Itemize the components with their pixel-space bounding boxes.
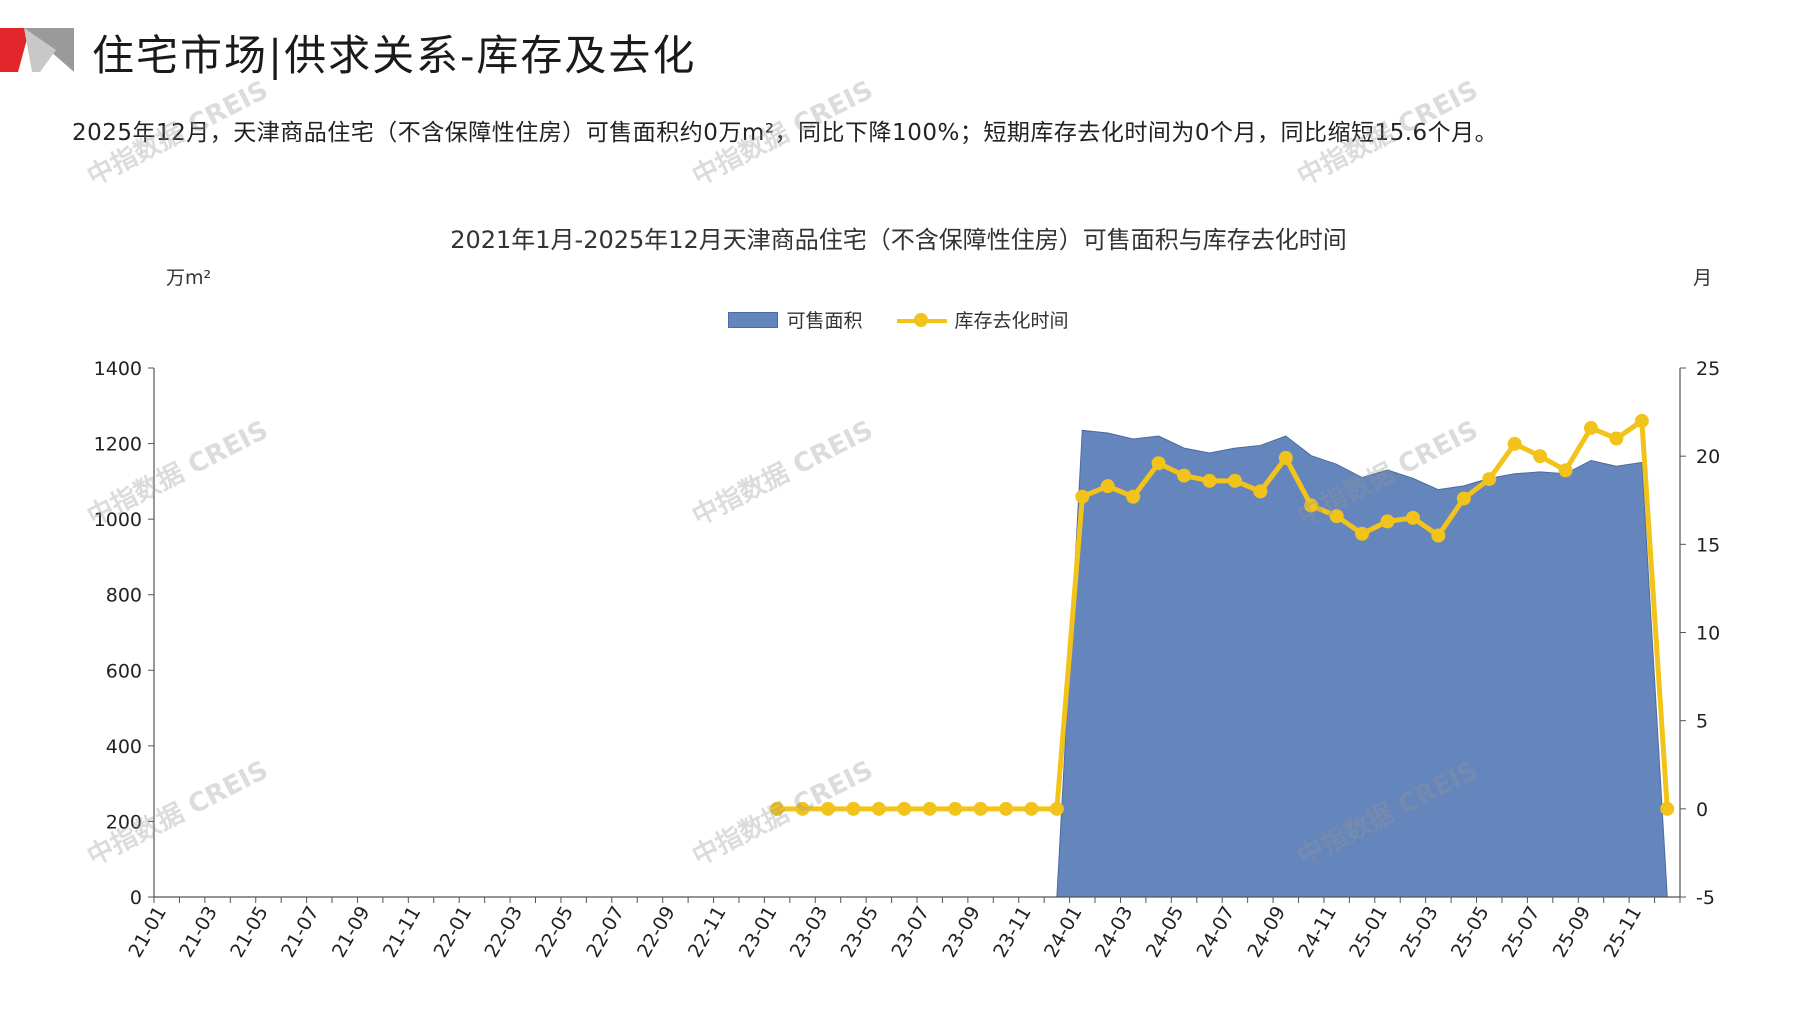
y-tick-label-right: 25 bbox=[1696, 358, 1720, 380]
line-point bbox=[999, 801, 1014, 816]
line-point bbox=[871, 801, 886, 816]
x-tick-label: 21-05 bbox=[226, 903, 273, 962]
x-tick-label: 23-09 bbox=[938, 902, 985, 961]
line-point bbox=[1024, 801, 1039, 816]
x-tick-label: 22-05 bbox=[531, 903, 578, 962]
left-axis-unit: 万m² bbox=[166, 267, 212, 289]
legend-item-line: 库存去化时间 bbox=[896, 306, 1069, 333]
line-point bbox=[1355, 526, 1370, 541]
line-point bbox=[1660, 801, 1675, 816]
line-point bbox=[1304, 498, 1319, 513]
legend-swatch-area bbox=[728, 311, 779, 328]
line-point bbox=[973, 801, 988, 816]
x-tick-label: 21-11 bbox=[379, 903, 426, 962]
line-point bbox=[1202, 473, 1217, 488]
x-tick-label: 25-09 bbox=[1549, 903, 1596, 962]
line-point bbox=[1482, 472, 1497, 487]
x-tick-label: 23-03 bbox=[786, 903, 833, 962]
x-tick-label: 24-09 bbox=[1243, 903, 1290, 962]
line-point bbox=[1634, 413, 1649, 428]
y-tick-label-left: 0 bbox=[130, 887, 142, 909]
legend-label-area: 可售面积 bbox=[786, 310, 863, 332]
x-tick-label: 24-07 bbox=[1193, 903, 1240, 962]
legend-item-area: 可售面积 bbox=[728, 306, 863, 333]
summary-text: 2025年12月，天津商品住宅（不含保障性住房）可售面积约0万m²，同比下降10… bbox=[72, 120, 1499, 146]
legend-label-line: 库存去化时间 bbox=[954, 310, 1069, 332]
y-tick-label-right: 0 bbox=[1696, 799, 1708, 821]
brand-logo bbox=[0, 28, 74, 72]
line-point bbox=[1151, 456, 1166, 471]
line-point bbox=[1329, 509, 1344, 524]
y-tick-label-left: 1400 bbox=[94, 358, 142, 380]
line-point bbox=[1126, 489, 1141, 504]
x-tick-label: 25-01 bbox=[1345, 903, 1392, 962]
line-point bbox=[1177, 468, 1192, 483]
x-tick-label: 22-03 bbox=[480, 903, 527, 962]
x-tick-label: 25-07 bbox=[1498, 903, 1545, 962]
line-point bbox=[1609, 431, 1624, 446]
line-point bbox=[1583, 420, 1598, 435]
y-tick-label-left: 200 bbox=[106, 811, 142, 833]
y-tick-label-left: 1000 bbox=[94, 509, 142, 531]
x-tick-label: 21-09 bbox=[328, 903, 375, 962]
x-tick-label: 21-01 bbox=[124, 903, 171, 962]
line-point bbox=[1533, 449, 1548, 464]
line-point bbox=[1431, 528, 1446, 543]
x-tick-label: 23-01 bbox=[735, 903, 782, 962]
x-tick-label: 22-01 bbox=[430, 903, 477, 962]
right-axis-unit: 月 bbox=[1693, 267, 1713, 289]
line-point bbox=[1380, 514, 1395, 529]
line-point bbox=[922, 801, 937, 816]
y-tick-label-right: 15 bbox=[1696, 534, 1720, 556]
y-tick-label-right: -5 bbox=[1696, 887, 1715, 909]
x-tick-label: 23-07 bbox=[887, 903, 934, 962]
x-tick-label: 25-05 bbox=[1447, 903, 1494, 962]
y-tick-label-left: 600 bbox=[106, 660, 142, 682]
line-point bbox=[795, 801, 810, 816]
line-point bbox=[1049, 801, 1064, 816]
y-tick-label-left: 400 bbox=[106, 736, 142, 758]
chart-legend: 可售面积 库存去化时间 bbox=[0, 306, 1797, 333]
x-tick-label: 25-11 bbox=[1600, 903, 1647, 962]
x-tick-label: 22-07 bbox=[582, 903, 629, 962]
y-tick-label-left: 800 bbox=[106, 585, 142, 607]
line-point bbox=[1558, 463, 1573, 478]
line-point bbox=[1253, 484, 1268, 499]
x-tick-label: 21-07 bbox=[277, 903, 324, 962]
y-tick-label-right: 20 bbox=[1696, 446, 1720, 468]
line-point bbox=[1405, 510, 1420, 525]
x-tick-label: 24-11 bbox=[1294, 903, 1341, 962]
y-tick-label-right: 5 bbox=[1696, 711, 1708, 733]
line-point bbox=[1507, 436, 1522, 451]
y-tick-label-right: 10 bbox=[1696, 623, 1720, 645]
chart-title: 2021年1月-2025年12月天津商品住宅（不含保障性住房）可售面积与库存去化… bbox=[450, 226, 1347, 254]
line-point bbox=[1456, 491, 1471, 506]
page-title: 住宅市场|供求关系-库存及去化 bbox=[92, 31, 697, 80]
line-point bbox=[948, 801, 963, 816]
x-tick-label: 23-11 bbox=[989, 903, 1036, 962]
line-point bbox=[1075, 489, 1090, 504]
line-point bbox=[770, 801, 785, 816]
line-point bbox=[1100, 479, 1115, 494]
area-series bbox=[1056, 429, 1668, 898]
line-point bbox=[820, 801, 835, 816]
x-tick-label: 24-01 bbox=[1040, 903, 1087, 962]
x-tick-label: 22-09 bbox=[633, 903, 680, 962]
y-tick-label-left: 1200 bbox=[94, 434, 142, 456]
x-tick-label: 24-05 bbox=[1142, 903, 1189, 962]
line-point bbox=[897, 801, 912, 816]
line-point bbox=[1227, 473, 1242, 488]
line-point bbox=[1278, 450, 1293, 465]
x-tick-label: 23-05 bbox=[837, 903, 884, 962]
x-tick-label: 22-11 bbox=[684, 903, 731, 962]
x-tick-label: 25-03 bbox=[1396, 903, 1443, 962]
x-tick-label: 24-03 bbox=[1091, 903, 1138, 962]
legend-swatch-line bbox=[896, 312, 947, 327]
x-tick-label: 21-03 bbox=[175, 903, 222, 962]
line-point bbox=[846, 801, 861, 816]
